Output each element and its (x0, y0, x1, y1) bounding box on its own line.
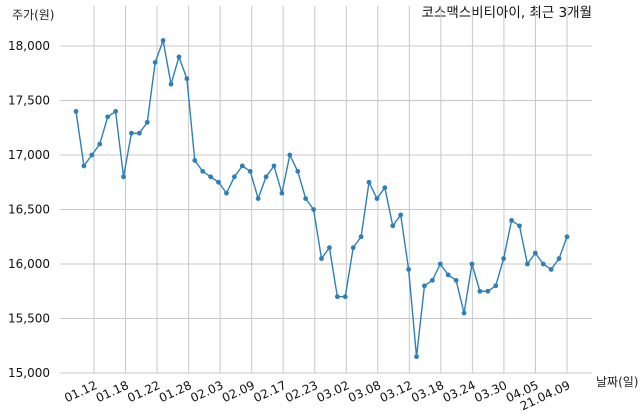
data-point (327, 245, 332, 251)
price-series (73, 38, 570, 360)
data-point (532, 250, 538, 256)
data-point (358, 234, 364, 240)
data-point (136, 130, 142, 136)
data-point (81, 163, 87, 169)
data-point (295, 168, 301, 174)
data-point (509, 218, 514, 223)
data-point (437, 261, 443, 267)
data-point (184, 76, 190, 82)
data-point (192, 158, 198, 163)
y-tick-label: 16,500 (8, 203, 50, 217)
x-axis-title: 날짜(일) (596, 375, 638, 389)
y-tick-label: 18,000 (8, 39, 50, 53)
data-point (414, 354, 419, 360)
y-tick-label: 15,000 (8, 366, 50, 380)
data-point (231, 174, 237, 180)
data-point (216, 179, 221, 185)
data-point (469, 261, 475, 267)
data-point (398, 212, 404, 218)
data-point (477, 288, 483, 294)
data-point (224, 190, 229, 196)
data-point (564, 234, 570, 240)
horizontal-gridlines (60, 45, 592, 374)
data-point (422, 283, 427, 289)
data-point (382, 185, 388, 191)
data-point (374, 196, 380, 202)
data-point (493, 283, 499, 289)
data-point (113, 109, 118, 114)
data-point (239, 163, 245, 169)
y-axis-title: 주가(원) (12, 8, 54, 22)
data-point (255, 196, 261, 202)
y-tick-label: 17,000 (8, 148, 50, 162)
data-point (350, 245, 356, 251)
data-point (548, 267, 554, 272)
data-point (176, 54, 182, 60)
data-point (501, 256, 507, 261)
data-point (73, 109, 79, 114)
data-point (121, 174, 126, 180)
data-point (485, 288, 491, 294)
data-point (271, 163, 277, 169)
y-tick-label: 15,500 (8, 312, 50, 326)
data-point (556, 256, 562, 261)
data-point (247, 168, 253, 174)
data-point (89, 152, 95, 158)
data-point (525, 261, 530, 267)
data-point (129, 130, 134, 136)
data-point (517, 223, 522, 229)
data-point (334, 294, 340, 300)
data-point (263, 174, 269, 180)
x-axis-tick-labels: 01.1201.1801.2201.2802.0302.0902.1702.23… (62, 378, 572, 413)
data-point (287, 152, 293, 158)
data-point (311, 207, 316, 212)
data-point (105, 114, 111, 120)
series-line (75, 39, 568, 358)
data-point (390, 223, 396, 229)
y-tick-label: 16,000 (8, 257, 50, 271)
y-axis-tick-labels: 15,000 15,500 16,000 16,500 17,000 17,500 18,0… (8, 39, 50, 380)
data-point (445, 272, 451, 278)
data-point (279, 190, 285, 196)
data-point (406, 267, 412, 272)
data-point (319, 256, 324, 261)
data-point (152, 59, 158, 65)
data-point (453, 277, 459, 283)
data-point (366, 179, 372, 185)
chart-title: 코스맥스비티아이, 최근 3개월 (421, 5, 592, 21)
data-point (160, 38, 166, 43)
data-point (168, 81, 174, 87)
data-point (461, 310, 467, 316)
data-point (97, 141, 103, 147)
data-point (540, 261, 546, 267)
data-point (429, 277, 435, 283)
data-point (342, 294, 348, 300)
vertical-gridlines (93, 6, 568, 373)
data-point (208, 174, 214, 180)
data-point (200, 168, 206, 174)
y-tick-label: 17,500 (8, 94, 50, 108)
data-point (144, 119, 150, 125)
data-point (303, 196, 309, 202)
